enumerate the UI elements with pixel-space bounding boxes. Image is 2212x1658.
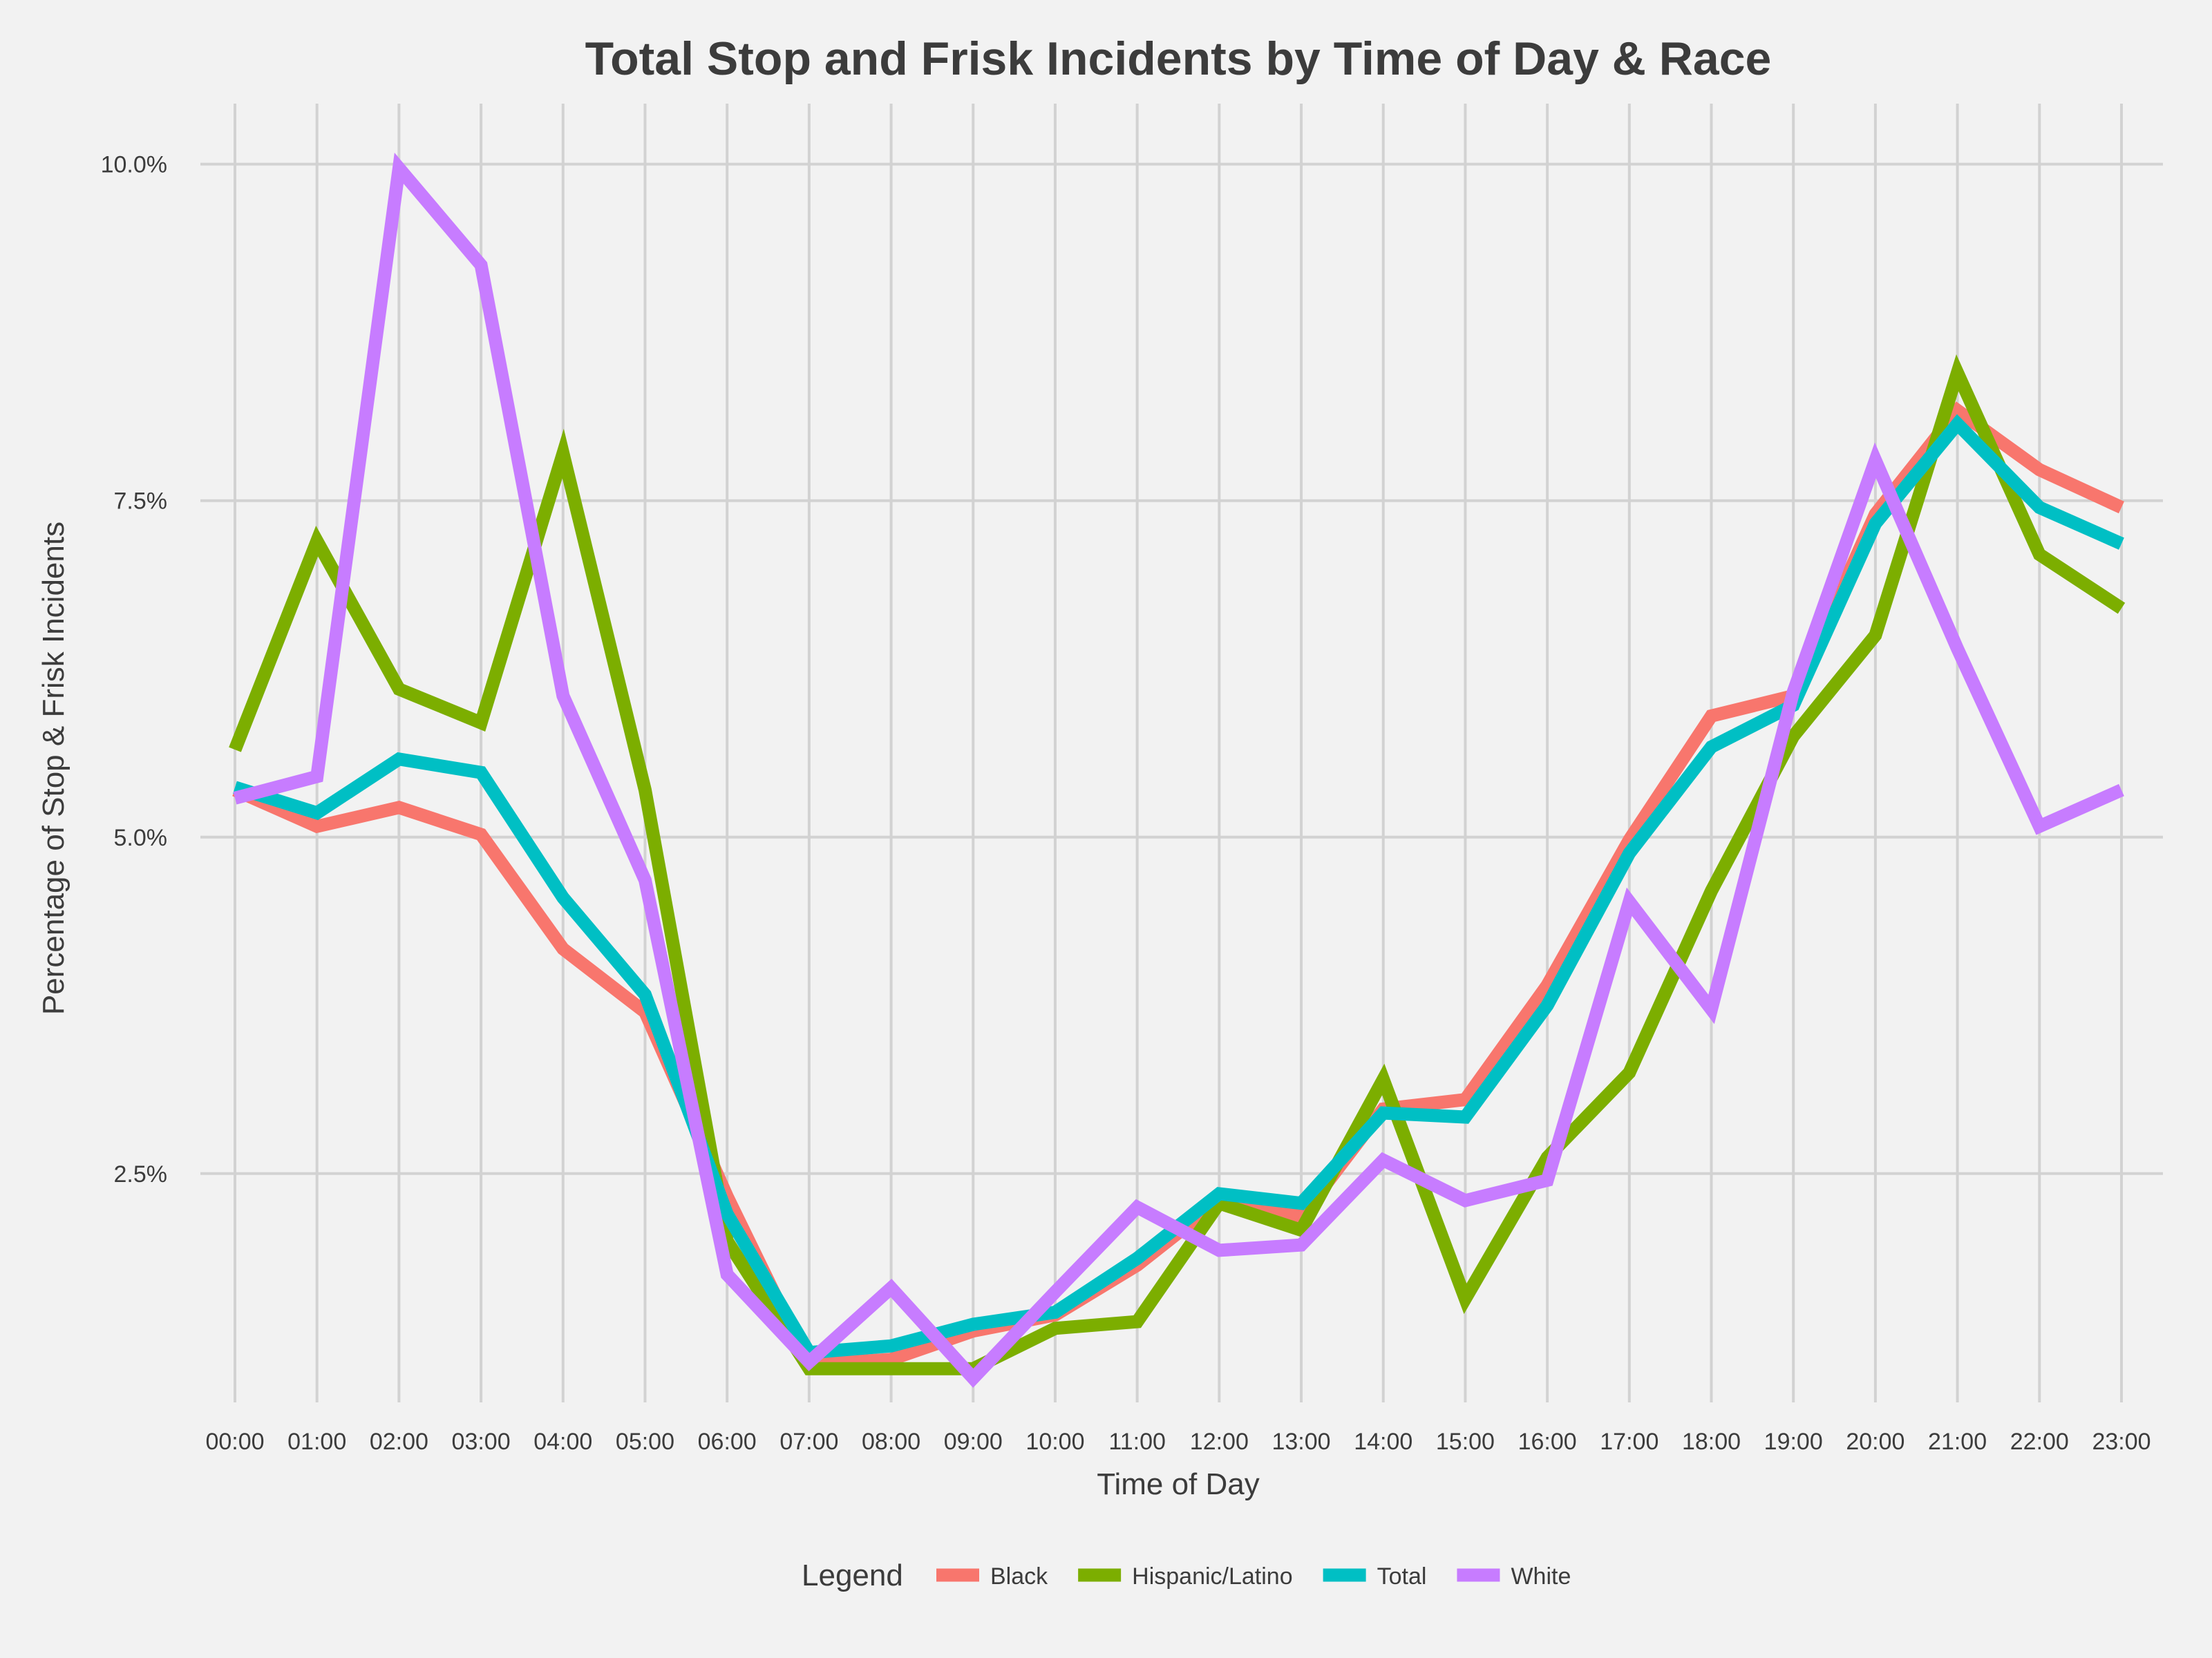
series-line-white (233, 153, 2124, 1388)
x-tick-label: 04:00 (533, 1429, 592, 1455)
legend: Legend Black Hispanic/Latino Total White (802, 1559, 1571, 1592)
legend-label: Total (1377, 1563, 1427, 1590)
legend-label: White (1511, 1563, 1571, 1590)
y-axis-label: Percentage of Stop & Frisk Incidents (37, 522, 70, 1015)
legend-label: Black (990, 1563, 1048, 1590)
x-tick-label: 03:00 (452, 1429, 511, 1455)
series-lines (229, 153, 2126, 1388)
x-tick-label: 19:00 (1764, 1429, 1823, 1455)
x-tick-label: 23:00 (2092, 1429, 2150, 1455)
x-tick-labels: 00:00 01:00 02:00 03:00 04:00 05:00 06:00 07:00… (205, 1429, 2150, 1455)
x-tick-label: 06:00 (698, 1429, 757, 1455)
x-axis-label: Time of Day (1097, 1467, 1260, 1501)
legend-items: Black Hispanic/Latino Total White (936, 1563, 1571, 1590)
x-tick-label: 09:00 (944, 1429, 1003, 1455)
series-line-hispanic-latino (229, 354, 2126, 1375)
x-tick-label: 17:00 (1600, 1429, 1658, 1455)
x-tick-label: 14:00 (1354, 1429, 1412, 1455)
x-tick-label: 05:00 (616, 1429, 674, 1455)
x-tick-label: 00:00 (205, 1429, 264, 1455)
x-tick-label: 12:00 (1190, 1429, 1249, 1455)
legend-item-white: White (1457, 1563, 1571, 1590)
x-tick-label: 20:00 (1846, 1429, 1904, 1455)
x-tick-label: 08:00 (862, 1429, 920, 1455)
x-tick-label: 07:00 (779, 1429, 838, 1455)
x-tick-label: 11:00 (1108, 1429, 1166, 1455)
x-tick-label: 13:00 (1272, 1429, 1330, 1455)
y-tick-label: 7.5% (114, 488, 168, 515)
legend-item-total: Total (1323, 1563, 1427, 1590)
y-tick-label: 2.5% (114, 1161, 168, 1188)
legend-title: Legend (802, 1559, 903, 1592)
x-tick-label: 10:00 (1025, 1429, 1084, 1455)
x-tick-label: 16:00 (1518, 1429, 1577, 1455)
x-tick-label: 22:00 (2010, 1429, 2069, 1455)
x-gridlines (234, 104, 2123, 1402)
y-tick-label: 10.0% (101, 152, 167, 178)
chart-title: Total Stop and Frisk Incidents by Time o… (585, 32, 1772, 85)
x-tick-label: 21:00 (1928, 1429, 1987, 1455)
legend-item-hispanic-latino: Hispanic/Latino (1078, 1563, 1293, 1590)
x-tick-label: 15:00 (1436, 1429, 1495, 1455)
y-tick-labels: 2.5% 5.0% 7.5% 10.0% (101, 152, 167, 1188)
y-tick-label: 5.0% (114, 825, 168, 851)
legend-label: Hispanic/Latino (1132, 1563, 1292, 1590)
x-tick-label: 01:00 (287, 1429, 346, 1455)
legend-item-black: Black (936, 1563, 1048, 1590)
x-tick-label: 18:00 (1682, 1429, 1741, 1455)
x-tick-label: 02:00 (370, 1429, 428, 1455)
